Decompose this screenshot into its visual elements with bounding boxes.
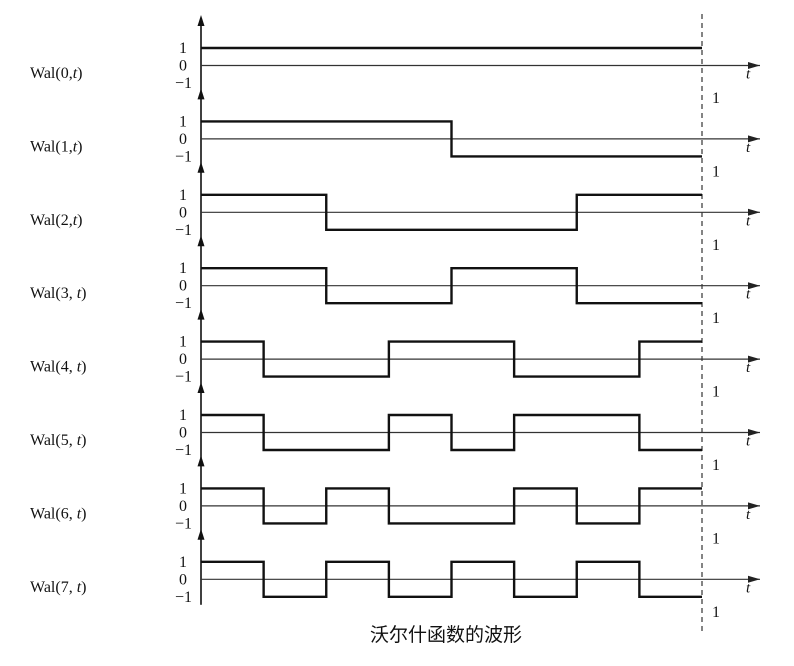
series-label: Wal(4, t) [30,359,86,376]
series-label: Wal(6, t) [30,505,86,522]
time-axis-label: t [746,360,751,376]
time-axis-label: t [746,140,751,156]
y-axis-arrow-icon [197,455,205,467]
time-axis-label: t [746,507,751,523]
tick-label-zero: 0 [179,425,187,442]
tick-label-zero: 0 [179,351,187,368]
tick-label-low: −1 [175,222,192,239]
waveform-line [201,120,702,158]
tick-label-low: −1 [175,442,192,459]
series-label: Wal(1,t) [30,138,82,155]
tick-label-high: 1 [179,260,187,277]
period-end-label: 1 [712,237,720,254]
period-end-label: 1 [712,530,720,547]
tick-label-high: 1 [179,187,187,204]
tick-label-zero: 0 [179,58,187,75]
y-axis-arrow-icon [197,88,205,100]
waveform-line [201,487,702,525]
y-axis-arrow-icon [197,161,205,173]
waveform-line [201,193,702,231]
series-label: Wal(5, t) [30,432,86,449]
time-axis-arrow-icon [748,429,760,436]
tick-label-zero: 0 [179,278,187,295]
tick-label-low: −1 [175,589,192,606]
y-axis-arrow-icon [197,15,205,26]
tick-label-high: 1 [179,554,187,571]
tick-label-low: −1 [175,75,192,92]
time-axis-label: t [746,67,751,83]
time-axis-label: t [746,287,751,303]
time-axis-arrow-icon [748,282,760,290]
time-axis-arrow-icon [748,355,760,363]
y-axis-arrow-icon [197,528,205,540]
time-axis-label: t [746,434,751,450]
period-end-label: 1 [712,90,720,107]
tick-label-zero: 0 [179,571,187,588]
tick-label-high: 1 [179,407,187,424]
tick-label-low: −1 [175,369,192,386]
time-axis-arrow-icon [748,62,760,69]
series-label: Wal(0,t) [30,65,82,82]
tick-label-high: 1 [179,40,187,57]
series-label: Wal(3, t) [30,285,86,302]
period-end-label: 1 [712,457,720,474]
waveform-line [201,413,702,452]
tick-label-low: −1 [175,295,192,312]
tick-label-low: −1 [175,515,192,532]
period-end-label: 1 [712,163,720,180]
waveform-line [201,267,702,305]
y-axis-arrow-icon [197,308,205,320]
y-axis-arrow-icon [197,382,205,393]
figure-caption: 沃尔什函数的波形 [370,624,522,646]
tick-label-high: 1 [179,334,187,351]
time-axis-label: t [746,580,751,596]
time-axis-arrow-icon [748,575,760,583]
period-end-label: 1 [712,310,720,327]
period-end-label: 1 [712,384,720,401]
waveform-line [201,340,702,378]
tick-label-high: 1 [179,113,187,130]
time-axis-arrow-icon [748,135,760,143]
y-axis-arrow-icon [197,235,205,247]
tick-label-low: −1 [175,148,192,165]
tick-label-high: 1 [179,480,187,497]
series-label: Wal(2,t) [30,212,82,229]
time-axis-arrow-icon [748,208,760,216]
period-end-label: 1 [712,604,720,621]
waveform-line [201,560,702,598]
series-label: Wal(7, t) [30,579,86,596]
tick-label-zero: 0 [179,131,187,148]
tick-label-zero: 0 [179,204,187,221]
time-axis-label: t [746,213,751,229]
tick-label-zero: 0 [179,498,187,515]
time-axis-arrow-icon [748,502,760,510]
